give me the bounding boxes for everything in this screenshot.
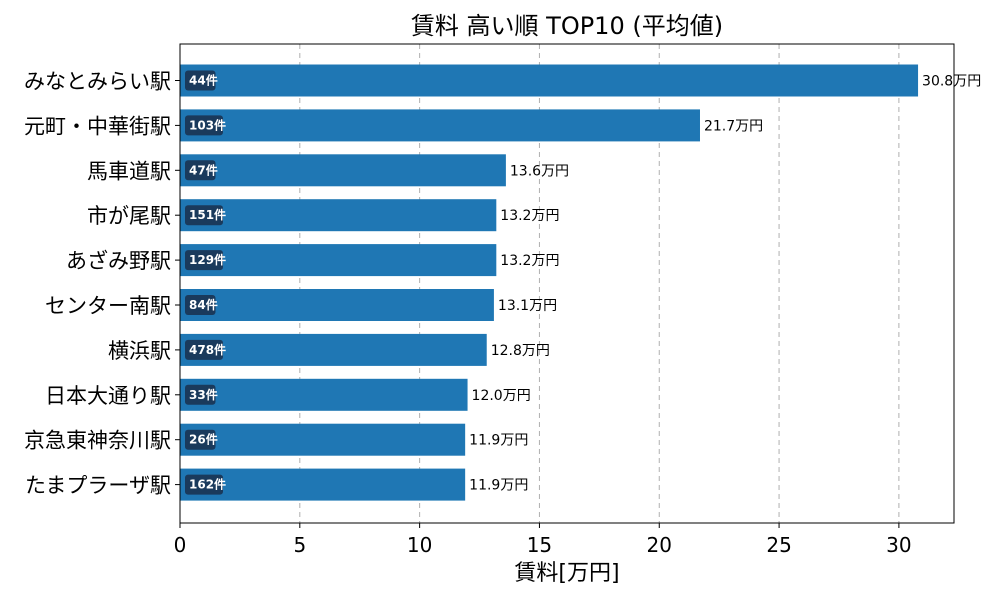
bar-row: 元町・中華街駅 21.7万円 103件: [24, 109, 763, 142]
count-badge: [185, 474, 223, 495]
category-label: 元町・中華街駅: [24, 114, 171, 138]
bar: [180, 64, 919, 97]
x-axis-label: 賃料[万円]: [514, 561, 619, 586]
bar: [180, 378, 468, 411]
bar: [180, 199, 497, 232]
count-badge: [185, 429, 216, 450]
bar: [180, 333, 487, 366]
count-badge: [185, 339, 223, 360]
bar-row: あざみ野駅 13.2万円 129件: [66, 244, 559, 277]
value-label: 13.2万円: [500, 208, 559, 224]
value-label: 13.1万円: [498, 298, 557, 314]
category-label: あざみ野駅: [66, 249, 171, 273]
count-badge: [185, 160, 216, 181]
chart-title: 賃料 高い順 TOP10 (平均値): [411, 12, 723, 40]
value-label: 11.9万円: [469, 433, 528, 449]
bar-row: 京急東神奈川駅 11.9万円 26件: [24, 423, 528, 456]
bar-row: 市が尾駅 13.2万円 151件: [87, 199, 559, 232]
count-label: 84件: [189, 297, 218, 312]
count-badge: [185, 205, 223, 226]
bar: [180, 109, 700, 142]
count-label: 47件: [189, 162, 218, 177]
bar: [180, 289, 494, 321]
value-label: 13.2万円: [500, 253, 559, 269]
bar: [180, 468, 466, 501]
count-label: 129件: [189, 252, 226, 267]
bar-row: 馬車道駅 13.6万円 47件: [87, 154, 569, 187]
count-badge: [185, 115, 223, 136]
count-label: 33件: [189, 387, 218, 402]
value-label: 30.8万円: [922, 74, 981, 90]
x-tick-label: 10: [407, 533, 432, 557]
value-label: 21.7万円: [704, 118, 763, 134]
category-label: 市が尾駅: [87, 204, 171, 228]
category-label: たまプラーザ駅: [25, 474, 171, 498]
value-label: 12.8万円: [491, 343, 550, 359]
category-label: センター南駅: [45, 294, 171, 318]
x-tick-label: 5: [293, 533, 306, 557]
bar-row: たまプラーザ駅 11.9万円 162件: [25, 468, 528, 501]
category-label: 横浜駅: [108, 339, 171, 363]
x-tick-label: 25: [766, 533, 791, 557]
x-tick-label: 20: [647, 533, 672, 557]
bar: [180, 154, 506, 187]
category-label: 馬車道駅: [87, 159, 171, 183]
bar: [180, 423, 466, 456]
count-label: 103件: [189, 117, 226, 132]
x-tick-label: 30: [886, 533, 911, 557]
x-tick-label: 15: [527, 533, 552, 557]
bar-row: センター南駅 13.1万円 84件: [45, 289, 557, 321]
bar: [180, 244, 497, 277]
plot-frame: [179, 43, 955, 524]
x-tick-label: 0: [174, 533, 187, 557]
count-label: 162件: [189, 477, 226, 492]
category-label: 京急東神奈川駅: [24, 429, 171, 453]
category-label: みなとみらい駅: [24, 70, 171, 94]
value-label: 11.9万円: [469, 478, 528, 494]
value-label: 13.6万円: [510, 163, 569, 179]
count-label: 26件: [189, 432, 218, 447]
x-axis-ticks: 0 5 10 15 20 25 30: [174, 523, 912, 557]
count-badge: [185, 384, 216, 405]
bar-row: 横浜駅 12.8万円 478件: [108, 333, 550, 366]
bar-row: 日本大通り駅 12.0万円 33件: [45, 378, 531, 411]
value-label: 12.0万円: [472, 388, 531, 404]
bar-row: みなとみらい駅 30.8万円 44件: [24, 64, 981, 97]
count-badge: [185, 70, 216, 91]
category-label: 日本大通り駅: [45, 384, 171, 408]
count-label: 151件: [189, 207, 226, 222]
count-label: 478件: [189, 342, 226, 357]
count-badge: [185, 295, 216, 315]
count-badge: [185, 250, 223, 271]
count-label: 44件: [189, 73, 218, 88]
